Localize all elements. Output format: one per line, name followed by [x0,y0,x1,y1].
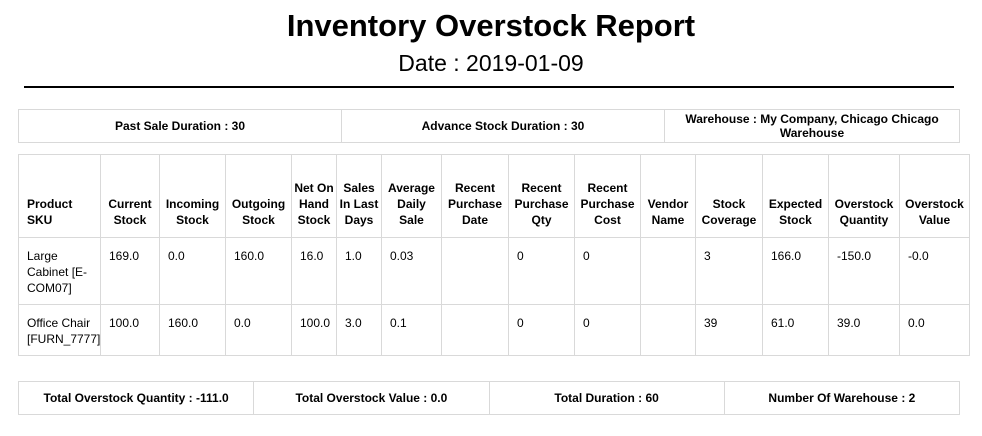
cell-outgoing-stock: 160.0 [225,237,292,305]
column-header-recent-purchase-date: Recent Purchase Date [441,154,509,238]
cell-current-stock: 100.0 [100,304,160,356]
table-row: Office Chair [FURN_7777] 100.0 160.0 0.0… [18,304,970,356]
total-duration: Total Duration : 60 [488,381,725,415]
cell-net-on-hand-stock: 100.0 [291,304,337,356]
cell-recent-purchase-qty: 0 [508,304,575,356]
cell-incoming-stock: 160.0 [159,304,226,356]
column-header-overstock-quantity: Overstock Quantity [828,154,900,238]
column-header-incoming-stock: Incoming Stock [159,154,226,238]
cell-recent-purchase-qty: 0 [508,237,575,305]
past-sale-duration: Past Sale Duration : 30 [18,109,342,143]
cell-product-sku: Large Cabinet [E-COM07] [18,237,101,305]
column-header-recent-purchase-cost: Recent Purchase Cost [574,154,641,238]
column-header-stock-coverage: Stock Coverage [695,154,763,238]
cell-current-stock: 169.0 [100,237,160,305]
cell-recent-purchase-date [441,304,509,356]
cell-net-on-hand-stock: 16.0 [291,237,337,305]
cell-sales-last-days: 1.0 [336,237,382,305]
cell-incoming-stock: 0.0 [159,237,226,305]
advance-stock-duration: Advance Stock Duration : 30 [341,109,665,143]
cell-sales-last-days: 3.0 [336,304,382,356]
number-of-warehouse: Number Of Warehouse : 2 [723,381,961,415]
cell-overstock-value: -0.0 [899,237,970,305]
column-header-product-sku: Product SKU [18,154,101,238]
overstock-table: Product SKU Current Stock Incoming Stock… [18,154,970,356]
cell-vendor-name [640,237,696,305]
column-header-average-daily-sale: Average Daily Sale [381,154,442,238]
header-divider [24,86,954,88]
cell-overstock-quantity: -150.0 [828,237,900,305]
cell-average-daily-sale: 0.1 [381,304,442,356]
report-date: Date : 2019-01-09 [398,50,584,76]
column-header-sales-last-days: Sales In Last Days [336,154,382,238]
column-header-net-on-hand-stock: Net On Hand Stock [291,154,337,238]
cell-stock-coverage: 3 [695,237,763,305]
cell-recent-purchase-date [441,237,509,305]
cell-stock-coverage: 39 [695,304,763,356]
column-header-expected-stock: Expected Stock [762,154,829,238]
column-header-overstock-value: Overstock Value [899,154,970,238]
total-overstock-quantity: Total Overstock Quantity : -111.0 [17,381,255,415]
report-title: Inventory Overstock Report [286,8,696,43]
cell-vendor-name [640,304,696,356]
cell-recent-purchase-cost: 0 [574,304,641,356]
column-header-current-stock: Current Stock [100,154,160,238]
cell-overstock-value: 0.0 [899,304,970,356]
column-header-vendor-name: Vendor Name [640,154,696,238]
table-header-row: Product SKU Current Stock Incoming Stock… [18,154,970,238]
cell-overstock-quantity: 39.0 [828,304,900,356]
cell-average-daily-sale: 0.03 [381,237,442,305]
cell-outgoing-stock: 0.0 [225,304,292,356]
table-row: Large Cabinet [E-COM07] 169.0 0.0 160.0 … [18,237,970,305]
column-header-outgoing-stock: Outgoing Stock [225,154,292,238]
cell-expected-stock: 61.0 [762,304,829,356]
column-header-recent-purchase-qty: Recent Purchase Qty [508,154,575,238]
warehouse-info: Warehouse : My Company, Chicago Chicago … [664,109,960,143]
report-parameters-table: Past Sale Duration : 30 Advance Stock Du… [18,109,960,143]
cell-recent-purchase-cost: 0 [574,237,641,305]
report-totals-table: Total Overstock Quantity : -111.0 Total … [17,381,961,415]
cell-expected-stock: 166.0 [762,237,829,305]
total-overstock-value: Total Overstock Value : 0.0 [253,381,490,415]
cell-product-sku: Office Chair [FURN_7777] [18,304,101,356]
